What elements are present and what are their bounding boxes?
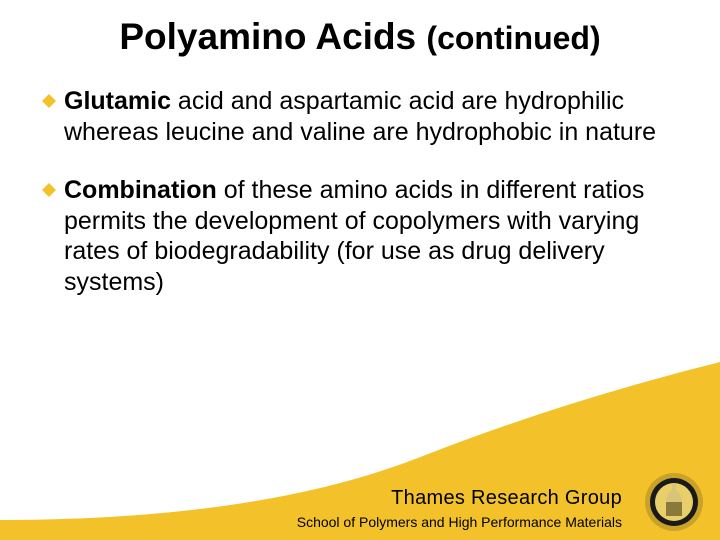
slide-title: Polyamino Acids (continued) <box>0 16 720 58</box>
footer-curve <box>0 360 720 540</box>
bullet-text: Glutamic acid and aspartamic acid are hy… <box>64 86 672 147</box>
title-suffix: (continued) <box>426 20 600 56</box>
bullet-item: Combination of these amino acids in diff… <box>42 175 672 297</box>
slide-body: Glutamic acid and aspartamic acid are hy… <box>42 86 672 325</box>
diamond-bullet-icon <box>42 94 56 108</box>
diamond-bullet-icon <box>42 183 56 197</box>
bullet-text: Combination of these amino acids in diff… <box>64 175 672 297</box>
bullet-lead: Combination <box>64 176 217 204</box>
bullet-item: Glutamic acid and aspartamic acid are hy… <box>42 86 672 147</box>
university-seal-icon <box>644 472 704 532</box>
bullet-lead: Glutamic <box>64 87 171 115</box>
title-main: Polyamino Acids <box>119 16 426 57</box>
slide: Polyamino Acids (continued) Glutamic aci… <box>0 0 720 540</box>
footer-group-name: Thames Research Group <box>391 487 622 510</box>
footer-school-name: School of Polymers and High Performance … <box>297 514 622 530</box>
